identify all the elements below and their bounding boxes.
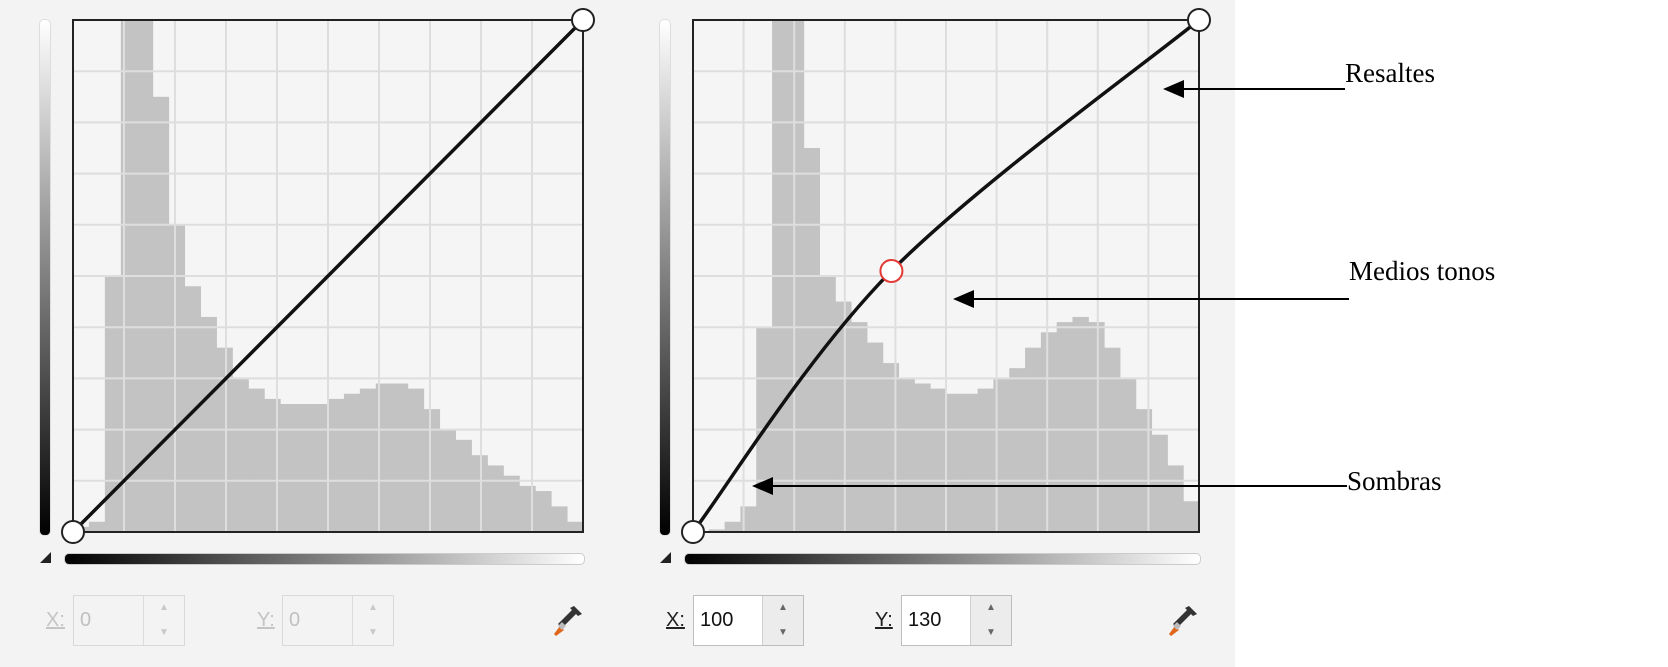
histogram-bar xyxy=(471,455,488,532)
histogram-bar xyxy=(487,465,504,532)
spin-up-icon[interactable]: ▲ xyxy=(778,602,788,613)
x-input[interactable]: 100 xyxy=(700,609,734,631)
histogram-bar xyxy=(104,276,122,532)
histogram-bar xyxy=(184,286,201,532)
histogram-bar xyxy=(407,388,425,532)
histogram-bar xyxy=(803,148,820,532)
histogram-bar xyxy=(152,96,170,533)
histogram-bar xyxy=(977,388,994,532)
plot-frame xyxy=(692,19,1200,533)
control-point[interactable] xyxy=(61,520,85,544)
histogram-bar xyxy=(961,393,979,532)
output-gradient-bar xyxy=(39,19,51,536)
output-gradient-bar xyxy=(659,19,671,536)
histogram-bar xyxy=(708,529,726,532)
histogram-bar xyxy=(946,393,963,532)
histogram-bar xyxy=(1167,465,1184,532)
histogram-bar xyxy=(1088,322,1105,532)
corner-marker xyxy=(40,552,51,563)
histogram-bar xyxy=(391,383,409,532)
histogram-bar xyxy=(1040,332,1058,532)
histogram-bar xyxy=(898,378,915,532)
x-label: X: xyxy=(666,609,685,631)
histogram-bar xyxy=(343,393,361,532)
histogram-bar xyxy=(216,347,233,532)
control-point[interactable] xyxy=(681,520,705,544)
histogram-bar xyxy=(200,316,217,532)
histogram-bar xyxy=(1056,322,1073,532)
spin-down-icon[interactable]: ▼ xyxy=(368,626,378,638)
shadows-arrowhead xyxy=(752,477,773,495)
midtones-label: Medios tonos xyxy=(1349,256,1496,286)
shadows-label: Sombras xyxy=(1347,466,1442,496)
plot-frame xyxy=(72,19,584,533)
y-label: Y: xyxy=(257,609,275,631)
control-point[interactable] xyxy=(571,8,595,32)
histogram-bar xyxy=(914,383,931,532)
histogram-bar xyxy=(851,322,868,532)
highlights-label: Resaltes xyxy=(1345,58,1435,88)
spin-down-icon[interactable]: ▼ xyxy=(778,626,788,638)
input-gradient-bar xyxy=(684,553,1201,565)
y-input[interactable]: 0 xyxy=(289,609,301,631)
spin-down-icon[interactable]: ▼ xyxy=(986,626,996,638)
histogram-bar xyxy=(359,388,377,532)
histogram-bar xyxy=(296,404,313,532)
histogram-bar xyxy=(1119,378,1137,532)
x-input-spinner[interactable]: 0 ▲ ▼ xyxy=(73,595,185,646)
histogram-bar xyxy=(248,388,265,532)
histogram-bar xyxy=(567,521,584,532)
y-input[interactable]: 130 xyxy=(908,609,942,631)
midtones-arrowhead xyxy=(953,290,974,308)
histogram-bar xyxy=(328,398,345,532)
histogram-bar xyxy=(232,378,249,532)
histogram-bar xyxy=(503,475,520,532)
y-input-spinner[interactable]: 130 ▲ ▼ xyxy=(901,595,1012,646)
histogram-bar xyxy=(724,521,741,532)
histogram-bar xyxy=(1009,368,1026,532)
histogram-bar xyxy=(835,301,852,532)
histogram-bar xyxy=(1072,316,1089,532)
histogram-bar xyxy=(1183,501,1200,532)
histogram-bar xyxy=(88,521,106,532)
eyedropper-icon[interactable] xyxy=(550,602,586,638)
histogram-bar xyxy=(866,342,884,532)
corner-marker xyxy=(660,552,671,563)
histogram-bar xyxy=(280,404,297,532)
x-label: X: xyxy=(46,609,65,631)
y-label: Y: xyxy=(875,609,893,631)
highlights-arrowhead xyxy=(1163,80,1184,98)
eyedropper-icon[interactable] xyxy=(1165,602,1201,638)
control-point[interactable] xyxy=(1187,8,1211,32)
x-input-spinner[interactable]: 100 ▲ ▼ xyxy=(693,595,804,646)
histogram-bar xyxy=(455,439,472,532)
histogram-bar xyxy=(930,388,947,532)
spin-up-icon[interactable]: ▲ xyxy=(159,602,169,613)
input-gradient-bar xyxy=(64,553,585,565)
spin-up-icon[interactable]: ▲ xyxy=(986,602,996,613)
selected-control-point[interactable] xyxy=(879,258,904,283)
tone-curve[interactable] xyxy=(71,18,585,534)
curve-graph-original[interactable] xyxy=(61,8,595,544)
spin-down-icon[interactable]: ▼ xyxy=(159,626,169,638)
histogram-bar xyxy=(312,404,329,532)
x-input[interactable]: 0 xyxy=(80,609,92,631)
histogram-bar xyxy=(1151,434,1168,532)
spin-up-icon[interactable]: ▲ xyxy=(368,602,378,613)
histogram-bar xyxy=(535,491,552,532)
histogram-bar xyxy=(423,409,441,532)
histogram-bar xyxy=(551,506,568,532)
curve-graph-adjusted[interactable] xyxy=(681,8,1211,544)
y-input-spinner[interactable]: 0 ▲ ▼ xyxy=(282,595,394,646)
